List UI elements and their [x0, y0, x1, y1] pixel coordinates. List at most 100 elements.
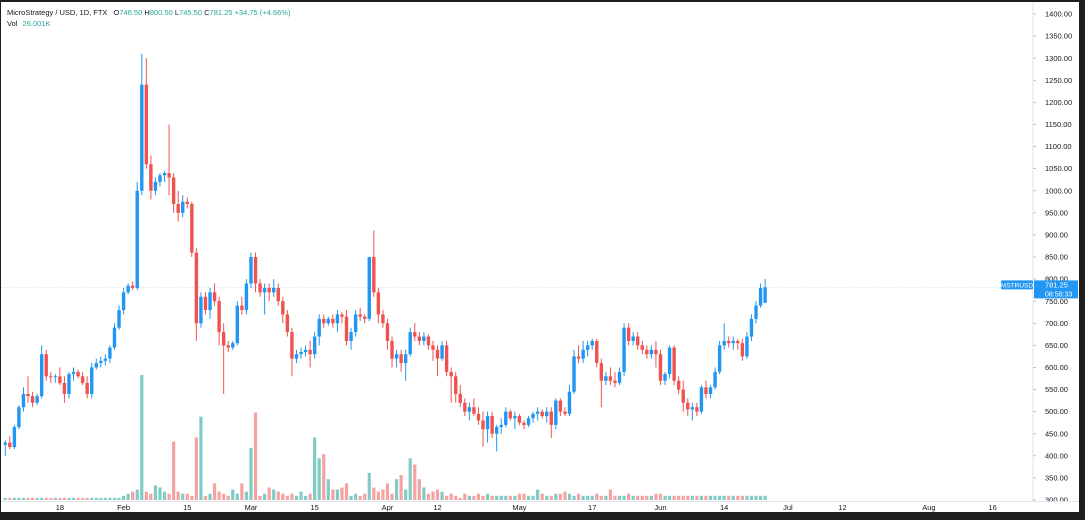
candle	[667, 345, 672, 379]
volume-label: Vol	[7, 19, 18, 28]
candle	[331, 314, 335, 328]
volume-bar	[467, 495, 471, 500]
candle-body	[349, 332, 353, 341]
candle	[604, 371, 608, 386]
candle	[440, 340, 444, 361]
candle-body	[322, 318, 326, 324]
candle	[399, 349, 403, 372]
volume-bar	[522, 493, 526, 500]
candle-body	[126, 285, 130, 293]
volume-bar	[58, 497, 62, 500]
candlestick-chart[interactable]: 1400.00 1350.00 1300.00 1250.00 1200.00 1150.…	[1, 2, 1079, 512]
candle	[353, 310, 358, 337]
candle-body	[454, 376, 458, 394]
candle-body	[563, 411, 567, 414]
candle	[208, 287, 212, 319]
candle-body	[140, 84, 144, 191]
candle	[299, 347, 303, 359]
candle	[485, 411, 490, 443]
candle-body	[121, 292, 126, 311]
candle	[62, 376, 67, 403]
candle	[754, 301, 758, 324]
price-tag-value: 781.25	[1045, 280, 1068, 289]
candle-body	[717, 345, 722, 372]
volume-bar	[354, 493, 358, 500]
candle	[567, 385, 572, 417]
volume-bar	[640, 495, 644, 500]
candle	[449, 367, 453, 403]
candle	[144, 58, 149, 169]
candle-body	[171, 177, 176, 204]
candle-body	[381, 314, 385, 324]
candle-body	[67, 374, 71, 394]
candle	[435, 345, 440, 377]
volume-bar	[326, 479, 330, 500]
chart-area[interactable]: 1400.00 1350.00 1300.00 1250.00 1200.00 1150.…	[1, 2, 1079, 512]
candle-body	[390, 340, 394, 359]
volume-bar	[563, 491, 567, 500]
candle-body	[294, 354, 299, 359]
volume-bar	[263, 493, 267, 500]
volume-bar	[281, 493, 285, 500]
price-axis: 1400.00 1350.00 1300.00 1250.00 1200.00 1150.…	[1001, 2, 1079, 512]
volume-bar	[121, 495, 126, 500]
candle	[727, 336, 731, 348]
volume-bar	[758, 495, 763, 500]
volume-bar	[690, 495, 694, 500]
candle-body	[135, 190, 139, 288]
x-tick-label: 12	[433, 503, 441, 512]
candle	[17, 405, 21, 430]
candle-body	[71, 371, 76, 375]
high-value: 800.50	[149, 8, 173, 17]
volume-bar	[686, 495, 690, 500]
price-tag-bg	[1034, 280, 1078, 299]
candle	[49, 371, 53, 383]
candle	[722, 323, 726, 350]
candle	[344, 310, 349, 346]
candle-body	[695, 407, 699, 412]
candle-body	[413, 332, 417, 337]
candle-body	[494, 427, 499, 434]
volume-bar	[294, 495, 299, 500]
volume-bar	[454, 495, 458, 500]
volume-bar	[126, 493, 130, 500]
volume-bar	[394, 479, 399, 500]
volume-bar	[26, 497, 30, 500]
volume-bar	[554, 493, 558, 500]
candle-body	[221, 332, 226, 346]
candle-body	[8, 442, 12, 447]
candle	[39, 345, 44, 399]
candle-body	[94, 363, 98, 368]
x-tick-label: 14	[720, 503, 728, 512]
candle-body	[112, 327, 117, 348]
candle-body	[272, 287, 276, 293]
volume-bar	[485, 493, 490, 500]
volume-bar	[699, 495, 704, 500]
volume-bar	[208, 493, 212, 500]
volume-bar	[231, 489, 235, 500]
volume-bar	[572, 495, 576, 500]
candle	[85, 376, 89, 399]
x-tick-label: 15	[310, 503, 318, 512]
symbol-tag-bg	[1001, 280, 1033, 290]
candle	[626, 323, 631, 346]
volume-bar	[649, 495, 653, 500]
candle-body	[90, 367, 94, 394]
candle-body	[76, 371, 80, 377]
volume-bar	[40, 497, 44, 500]
volume-bar	[8, 497, 12, 500]
candle-body	[367, 257, 371, 319]
y-tick-label: 300.00	[1045, 496, 1068, 505]
candle	[745, 332, 749, 359]
candle-body	[235, 305, 240, 344]
x-tick-label: 17	[588, 503, 596, 512]
volume-bar	[567, 493, 572, 500]
candle-body	[440, 345, 444, 359]
candle-body	[62, 382, 67, 394]
symbol-title: MicroStrategy / USD, 1D, FTX	[7, 8, 108, 17]
candle	[645, 345, 649, 359]
candle	[199, 292, 203, 328]
candle	[736, 338, 740, 350]
volume-bar	[299, 491, 303, 500]
y-tick-label: 1250.00	[1045, 76, 1072, 85]
